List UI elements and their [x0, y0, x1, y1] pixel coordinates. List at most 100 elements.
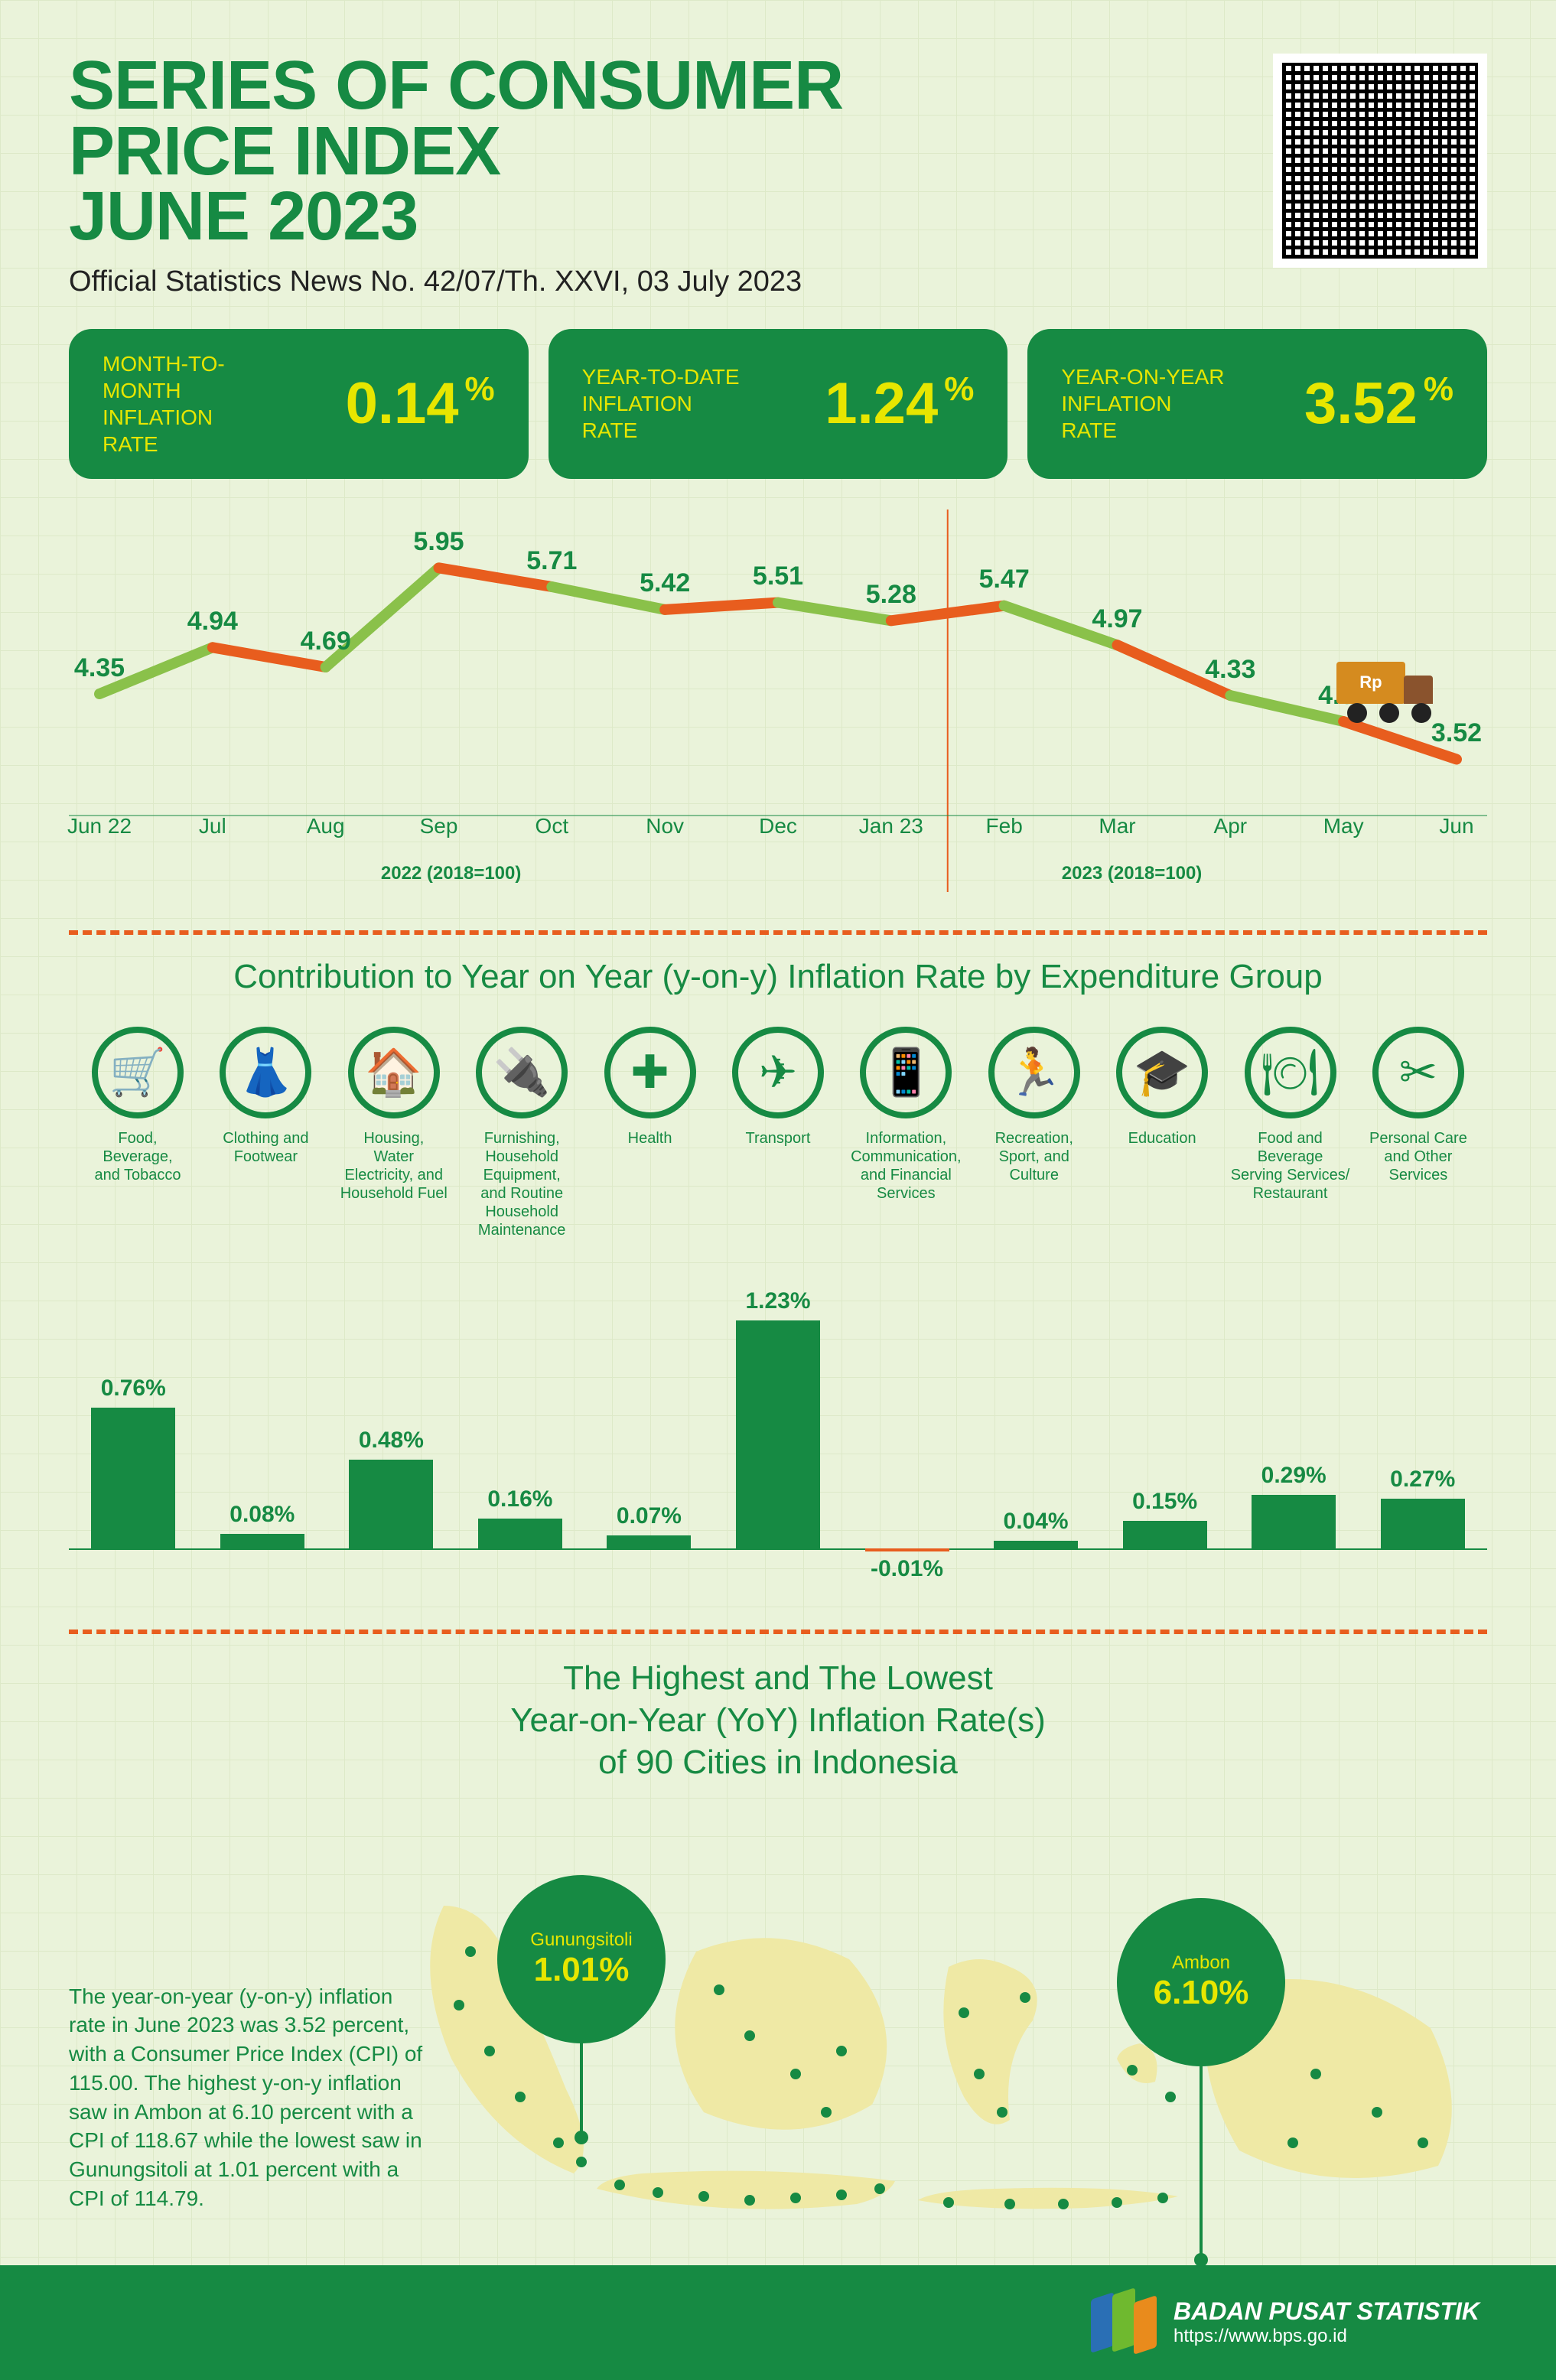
expenditure-group-item: 🎓 Education: [1101, 1027, 1223, 1239]
line-x-label: Apr: [1214, 814, 1248, 838]
group-label: Information,Communication,and FinancialS…: [845, 1129, 967, 1203]
contribution-title: Contribution to Year on Year (y-on-y) In…: [69, 958, 1487, 996]
expenditure-group-item: 🍽Food andBeverageServing Services/Restau…: [1229, 1027, 1352, 1239]
contribution-bar: [994, 1541, 1078, 1548]
group-label: Recreation,Sport, andCulture: [973, 1129, 1095, 1184]
line-point-label: 4.94: [187, 607, 238, 637]
period-2023: 2023 (2018=100): [1062, 863, 1203, 884]
map-callout: Ambon6.10%: [1117, 1898, 1285, 2066]
expenditure-group-item: 📱 Information,Communication,and Financial…: [845, 1027, 967, 1239]
title-line-1: SERIES OF CONSUMER: [69, 54, 843, 119]
subtitle: Official Statistics News No. 42/07/Th. X…: [69, 265, 843, 298]
group-label: Food,Beverage,and Tobacco: [76, 1129, 199, 1184]
inflation-line-chart: 4.35Jun 224.94Jul4.69Aug5.95Sep5.71Oct5.…: [69, 510, 1487, 907]
stat-value: 3.52%: [1304, 370, 1453, 437]
line-x-label: Feb: [986, 814, 1023, 838]
truck-icon: Rp: [1336, 662, 1436, 723]
title-line-2: PRICE INDEX: [69, 119, 843, 185]
bar-value-label: 0.29%: [1261, 1463, 1327, 1489]
line-point-label: 5.71: [526, 546, 577, 576]
bar-value-label: -0.01%: [871, 1556, 943, 1582]
stat-label: YEAR-ON-YEARINFLATIONRATE: [1061, 363, 1238, 444]
footer-url: https://www.bps.go.id: [1174, 2326, 1480, 2347]
bar-value-label: 0.15%: [1132, 1489, 1197, 1515]
contribution-bar: [1123, 1521, 1207, 1548]
expenditure-group-item: 🛒Food,Beverage,and Tobacco: [76, 1027, 199, 1239]
stat-value: 1.24%: [825, 370, 974, 437]
group-label: Clothing andFootwear: [204, 1129, 327, 1166]
line-point-label: 5.95: [413, 527, 464, 557]
line-point-label: 3.52: [1431, 718, 1482, 748]
expenditure-group-item: ✚ Health: [589, 1027, 711, 1239]
bar-value-label: 0.04%: [1004, 1509, 1069, 1535]
expenditure-group-item: 🏠 Housing,WaterElectricity, andHousehold …: [333, 1027, 455, 1239]
stat-mtm: MONTH-TO-MONTHINFLATIONRATE 0.14%: [69, 329, 529, 479]
contribution-bar: [607, 1535, 691, 1548]
line-point-label: 4.33: [1205, 655, 1255, 685]
line-point-label: 5.28: [866, 580, 916, 610]
bar-value-label: 0.48%: [359, 1428, 424, 1454]
qr-code: [1273, 54, 1487, 268]
stat-label: MONTH-TO-MONTHINFLATIONRATE: [103, 350, 279, 457]
group-label: Personal Careand OtherServices: [1357, 1129, 1480, 1184]
stat-ytd: YEAR-TO-DATEINFLATIONRATE 1.24%: [549, 329, 1008, 479]
line-x-label: Sep: [420, 814, 458, 838]
bps-logo: BADAN PUSAT STATISTIK https://www.bps.go…: [1091, 2288, 1480, 2357]
line-point-label: 4.97: [1092, 604, 1142, 634]
map-description: The year-on-year (y-on-y) inflation rate…: [69, 1982, 428, 2213]
line-x-label: Jun 22: [67, 814, 132, 838]
group-icon: ✂: [1372, 1027, 1464, 1118]
map-section-title: The Highest and The Lowest Year-on-Year …: [69, 1657, 1487, 1783]
callout-city: Gunungsitoli: [530, 1929, 632, 1951]
stat-value: 0.14%: [346, 370, 495, 437]
line-point-label: 5.51: [753, 562, 803, 591]
group-label: Food andBeverageServing Services/Restaur…: [1229, 1129, 1352, 1203]
contribution-bar: [865, 1548, 949, 1551]
stat-yoy: YEAR-ON-YEARINFLATIONRATE 3.52%: [1027, 329, 1487, 479]
group-icon: 🏠: [348, 1027, 440, 1118]
expenditure-group-item: ✂ Personal Careand OtherServices: [1357, 1027, 1480, 1239]
group-icon: ✈: [732, 1027, 824, 1118]
group-label: Transport: [717, 1129, 839, 1148]
bar-value-label: 1.23%: [745, 1288, 810, 1314]
expenditure-group-item: 🔌 Furnishing,HouseholdEquipment,and Routi…: [461, 1027, 583, 1239]
callout-city: Ambon: [1172, 1952, 1230, 1974]
group-icon: 🔌: [476, 1027, 568, 1118]
group-label: Education: [1101, 1129, 1223, 1148]
line-point-label: 5.42: [640, 568, 690, 598]
contribution-bar-chart: 0.76%0.08%0.48%0.16%0.07%1.23%-0.01%0.04…: [69, 1285, 1487, 1607]
expenditure-group-icons: 🛒Food,Beverage,and Tobacco👗Clothing andF…: [76, 1027, 1480, 1239]
footer-org-name: BADAN PUSAT STATISTIK: [1174, 2297, 1480, 2326]
group-icon: 🎓: [1116, 1027, 1208, 1118]
bar-value-label: 0.16%: [487, 1486, 552, 1512]
header: SERIES OF CONSUMER PRICE INDEX JUNE 2023…: [69, 54, 1487, 298]
group-label: Health: [589, 1129, 711, 1148]
contribution-bar: [220, 1534, 304, 1548]
contribution-bar: [91, 1408, 175, 1548]
expenditure-group-item: 🏃 Recreation,Sport, andCulture: [973, 1027, 1095, 1239]
line-x-label: Nov: [646, 814, 684, 838]
line-x-label: Aug: [307, 814, 345, 838]
map-callout: Gunungsitoli1.01%: [497, 1875, 666, 2043]
group-icon: 📱: [860, 1027, 952, 1118]
line-x-label: May: [1323, 814, 1364, 838]
group-icon: 🏃: [988, 1027, 1080, 1118]
line-point-label: 4.69: [301, 627, 351, 656]
contribution-bar: [1252, 1495, 1336, 1548]
group-label: Housing,WaterElectricity, andHousehold F…: [333, 1129, 455, 1203]
callout-value: 1.01%: [534, 1951, 630, 1989]
line-x-label: Oct: [535, 814, 569, 838]
page-title: SERIES OF CONSUMER PRICE INDEX JUNE 2023: [69, 54, 843, 250]
group-icon: ✚: [604, 1027, 696, 1118]
callout-value: 6.10%: [1154, 1974, 1249, 2012]
bar-value-label: 0.08%: [229, 1502, 295, 1528]
bar-value-label: 0.27%: [1390, 1467, 1455, 1493]
line-x-label: Jan 23: [859, 814, 923, 838]
contribution-bar: [349, 1460, 433, 1548]
bps-logo-icon: [1091, 2288, 1160, 2357]
title-line-3: JUNE 2023: [69, 184, 843, 250]
line-x-label: Jul: [199, 814, 226, 838]
expenditure-group-item: ✈ Transport: [717, 1027, 839, 1239]
line-x-label: Jun: [1439, 814, 1473, 838]
group-label: Furnishing,HouseholdEquipment,and Routin…: [461, 1129, 583, 1239]
